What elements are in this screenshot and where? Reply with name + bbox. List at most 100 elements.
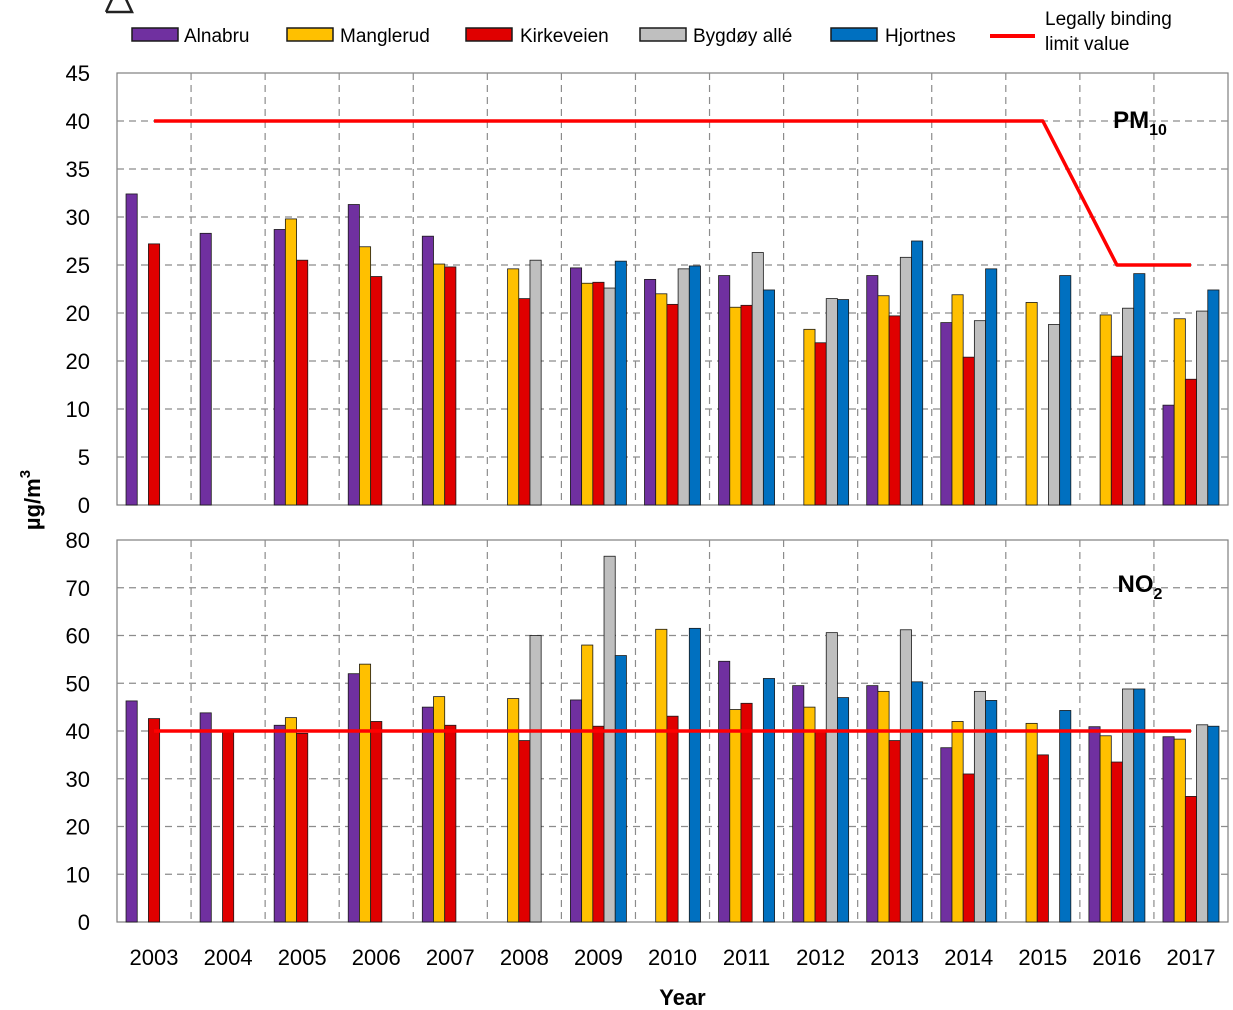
x-tick-label: 2006 bbox=[352, 945, 401, 970]
y-axis-title-main: µg/m bbox=[20, 478, 45, 530]
bar-alnabru bbox=[199, 232, 212, 506]
y-tick-label: 30 bbox=[66, 767, 90, 792]
bar-manglerud bbox=[433, 263, 446, 506]
bar-bygdøy-allé bbox=[1196, 310, 1209, 506]
bar-alnabru bbox=[570, 267, 583, 506]
bar-alnabru bbox=[718, 660, 731, 923]
panel-title-subscript: 2 bbox=[1154, 586, 1163, 603]
bar-hjortnes bbox=[688, 627, 701, 923]
x-tick-label: 2005 bbox=[278, 945, 327, 970]
y-tick-label: 35 bbox=[66, 157, 90, 182]
bar-bygdøy-allé bbox=[1122, 307, 1135, 506]
x-tick-label: 2004 bbox=[204, 945, 253, 970]
legend-swatch-manglerud bbox=[286, 27, 334, 42]
bar-manglerud bbox=[507, 268, 520, 506]
bar-bygdøy-allé bbox=[1196, 724, 1209, 923]
bar-kirkeveien bbox=[518, 298, 531, 506]
bar-alnabru bbox=[940, 322, 953, 506]
y-tick-label: 20 bbox=[66, 815, 90, 840]
bar-bygdøy-allé bbox=[751, 252, 764, 506]
bar-manglerud bbox=[359, 246, 372, 506]
y-tick-label: 70 bbox=[66, 576, 90, 601]
x-tick-label: 2009 bbox=[574, 945, 623, 970]
bar-alnabru bbox=[273, 724, 286, 923]
bar-manglerud bbox=[729, 306, 742, 506]
bar-kirkeveien bbox=[666, 715, 679, 923]
bar-bygdøy-allé bbox=[825, 632, 838, 923]
bar-hjortnes bbox=[911, 240, 924, 506]
bar-kirkeveien bbox=[444, 724, 457, 923]
x-tick-label: 2014 bbox=[944, 945, 993, 970]
bar-alnabru bbox=[1162, 736, 1175, 923]
bar-bygdøy-allé bbox=[677, 268, 690, 506]
bar-hjortnes bbox=[837, 299, 850, 506]
x-tick-label: 2011 bbox=[723, 945, 770, 970]
legend-swatch-kirkeveien bbox=[465, 27, 513, 42]
bar-alnabru bbox=[570, 699, 583, 923]
y-tick-label: 50 bbox=[66, 671, 90, 696]
bar-manglerud bbox=[655, 293, 668, 506]
triangle-icon bbox=[104, 0, 134, 14]
bar-kirkeveien bbox=[1110, 355, 1123, 506]
x-axis-title: Year bbox=[659, 985, 706, 1010]
bar-kirkeveien bbox=[1184, 796, 1197, 923]
x-tick-label: 2015 bbox=[1018, 945, 1067, 970]
bar-kirkeveien bbox=[814, 730, 827, 923]
bar-kirkeveien bbox=[740, 702, 753, 923]
bar-manglerud bbox=[284, 717, 297, 923]
legend-label: Hjortnes bbox=[885, 26, 956, 47]
bar-hjortnes bbox=[1133, 688, 1146, 923]
legend-label: Manglerud bbox=[340, 26, 430, 47]
y-tick-label: 10 bbox=[66, 397, 90, 422]
bar-hjortnes bbox=[985, 268, 998, 506]
bar-bygdøy-allé bbox=[973, 690, 986, 923]
y-axis-title: µg/m3 bbox=[17, 470, 45, 530]
panel-title-main: NO bbox=[1118, 571, 1154, 598]
limit-value-line bbox=[154, 119, 1191, 267]
bar-manglerud bbox=[1025, 302, 1038, 506]
legend: Alnabru Manglerud Kirkeveien Bygdøy allé Hjo… bbox=[131, 9, 1172, 55]
y-tick-label: 60 bbox=[66, 624, 90, 649]
y-tick-label: 20 bbox=[66, 301, 90, 326]
bar-manglerud bbox=[877, 690, 890, 923]
bar-hjortnes bbox=[614, 260, 627, 506]
x-tick-label: 2008 bbox=[500, 945, 549, 970]
bar-bygdøy-allé bbox=[529, 259, 542, 506]
bar-hjortnes bbox=[614, 655, 627, 923]
bar-alnabru bbox=[125, 193, 138, 506]
y-tick-label: 25 bbox=[66, 253, 90, 278]
x-tick-label: 2016 bbox=[1092, 945, 1141, 970]
x-tick-label: 2017 bbox=[1166, 945, 1215, 970]
bar-hjortnes bbox=[985, 700, 998, 923]
panel-title: PM10 bbox=[1113, 107, 1167, 139]
bar-kirkeveien bbox=[592, 281, 605, 506]
bar-kirkeveien bbox=[222, 730, 235, 923]
bar-alnabru bbox=[273, 229, 286, 506]
panel-title-subscript: 10 bbox=[1149, 122, 1167, 139]
y-tick-label: 0 bbox=[78, 910, 90, 935]
legend-label: Alnabru bbox=[184, 26, 250, 47]
bar-alnabru bbox=[347, 204, 360, 506]
bar-manglerud bbox=[1099, 314, 1112, 506]
x-tick-label: 2010 bbox=[648, 945, 697, 970]
bar-manglerud bbox=[359, 663, 372, 923]
bar-bygdøy-allé bbox=[603, 287, 616, 506]
bar-hjortnes bbox=[1133, 273, 1146, 506]
y-axis-title-superscript: 3 bbox=[17, 470, 34, 478]
bar-bygdøy-allé bbox=[899, 629, 912, 923]
bar-manglerud bbox=[1099, 735, 1112, 923]
x-tick-label: 2013 bbox=[870, 945, 919, 970]
bar-bygdøy-allé bbox=[603, 555, 616, 923]
bar-bygdøy-allé bbox=[899, 256, 912, 506]
bar-kirkeveien bbox=[740, 304, 753, 506]
bar-manglerud bbox=[284, 218, 297, 506]
bar-kirkeveien bbox=[148, 718, 161, 923]
bar-alnabru bbox=[940, 747, 953, 923]
bar-bygdøy-allé bbox=[973, 320, 986, 506]
y-tick-label: 40 bbox=[66, 719, 90, 744]
legend-swatch-bygdøy-allé bbox=[639, 27, 687, 42]
y-tick-label: 20 bbox=[66, 349, 90, 374]
legend-label: Kirkeveien bbox=[520, 26, 609, 47]
bar-manglerud bbox=[1025, 722, 1038, 923]
